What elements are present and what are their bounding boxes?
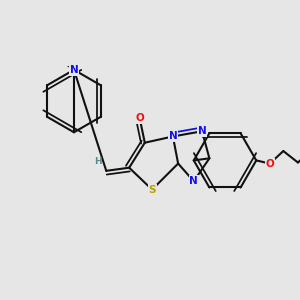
Text: O: O (135, 113, 144, 123)
Text: O: O (266, 158, 274, 169)
Text: H: H (94, 157, 102, 166)
Text: N: N (189, 176, 198, 186)
Text: N: N (169, 131, 177, 142)
Text: S: S (148, 184, 156, 195)
Text: N: N (198, 126, 206, 136)
Text: N: N (70, 65, 78, 75)
